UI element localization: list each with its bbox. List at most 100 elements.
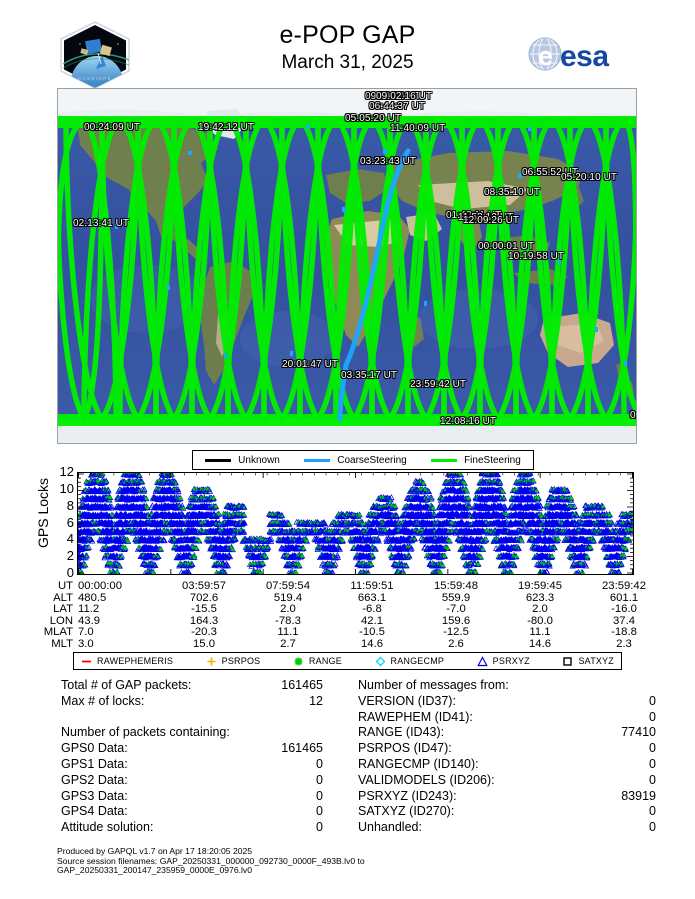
scatter-point-range [166, 530, 170, 535]
scatter-point-range [111, 570, 116, 574]
scatter-point-range [169, 473, 174, 477]
scatter-point-range [164, 522, 169, 527]
scatter-point-range [99, 473, 103, 478]
scatter-point-range [265, 545, 270, 550]
scatter-point-range [421, 481, 426, 486]
scatter-point-range [171, 539, 176, 544]
map-legend-label: FineSteering [464, 454, 521, 466]
scatter-point-range [139, 480, 144, 485]
scatter-point-psrxyz [136, 473, 143, 478]
scatter-point-range [221, 562, 226, 567]
scatter-point-range [84, 553, 88, 558]
scatter-point-psrxyz [226, 553, 234, 560]
scatter-point-range [259, 536, 264, 541]
ground-track-map: 00:24:09 UT 19:42:12 UT 09:59:00 UT 09:02:1… [57, 88, 637, 444]
scatter-point-range [108, 570, 112, 574]
scatter-point-psrxyz [78, 560, 83, 567]
scatter-point-range [177, 504, 181, 508]
map-legend-item: FineSteering [431, 455, 521, 466]
scatter-point-range [393, 504, 398, 509]
scatter-point-range [279, 513, 284, 518]
scatter-point-range [239, 520, 244, 525]
scatter-point-range [109, 571, 114, 574]
scatter-point-range [100, 473, 105, 476]
scatter-point-range [234, 528, 238, 533]
scatter-point-psrxyz [186, 569, 192, 574]
scatter-point-range [192, 555, 197, 560]
scatter-point-range [216, 522, 221, 527]
scatter-point-psrxyz [220, 568, 227, 574]
scatter-point-range [230, 547, 235, 552]
scatter-point-range [108, 561, 113, 566]
scatter-point-psrxyz [232, 535, 239, 542]
y-tick-label: 12 [59, 464, 74, 479]
scatter-point-psrxyz [161, 537, 168, 544]
scatter-point-range [284, 530, 288, 534]
scatter-point-range [159, 547, 163, 552]
scatter-point-range [96, 478, 101, 483]
scatter-point-range [162, 479, 167, 484]
scatter-point-range [116, 555, 121, 560]
scatter-point-range [150, 512, 155, 517]
gps-locks-y-axis: 12 10 8 6 4 2 0 [40, 465, 76, 580]
scatter-point-range [151, 570, 156, 574]
scatter-point-range [197, 539, 202, 543]
scatter-point-psrxyz [83, 552, 91, 559]
scatter-point-range [263, 554, 268, 559]
scatter-point-psrxyz [241, 503, 248, 510]
y-tick-label: 0 [66, 565, 74, 580]
scatter-point-range [127, 530, 131, 534]
scatter-point-range [96, 473, 100, 477]
scatter-point-psrxyz [85, 543, 93, 550]
scatter-point-psrxyz [155, 553, 162, 560]
scatter-point-range [287, 521, 291, 526]
scatter-point-range [170, 479, 175, 484]
y-tick-label: 2 [66, 548, 74, 564]
scatter-point-range [447, 539, 452, 543]
scatter-point-range [198, 520, 203, 525]
scatter-point-range [83, 563, 88, 567]
scatter-point-range [445, 546, 450, 551]
scatter-point-range [239, 528, 244, 533]
scatter-point-psrxyz [185, 568, 192, 574]
scatter-point-range [305, 539, 309, 544]
scatter-point-range [132, 529, 137, 534]
scatter-point-psrxyz [264, 543, 272, 550]
scatter-point-range [225, 555, 230, 560]
scatter-point-range [214, 570, 219, 574]
scatter-point-range [214, 504, 218, 509]
scatter-point-range [119, 545, 124, 550]
scatter-point-range [121, 538, 126, 542]
scatter-point-psrxyz [118, 552, 125, 559]
scatter-point-psrxyz [88, 537, 96, 544]
scatter-point-range [103, 489, 107, 493]
y-tick-label: 8 [66, 497, 74, 513]
scatter-point-range [136, 473, 141, 478]
page-header: CASSIOPE e-POP GAP March 31, 2025 [0, 0, 695, 90]
scatter-point-psrxyz [175, 488, 182, 495]
scatter-point-range [221, 570, 226, 574]
scatter-point-range [194, 546, 199, 551]
scatter-point-psrxyz [138, 478, 146, 485]
map-time-label: 04:10:25 UT [636, 412, 637, 423]
scatter-point-range [83, 488, 88, 493]
scatter-point-range [122, 480, 127, 485]
scatter-point-range [261, 561, 265, 566]
scatter-point-range [229, 545, 234, 550]
scatter-point-range [242, 512, 247, 517]
scatter-point-range [90, 520, 95, 525]
scatter-point-psrxyz [267, 535, 275, 542]
scatter-point-range [107, 498, 112, 502]
scatter-point-range [104, 545, 109, 549]
scatter-point-psrxyz [240, 528, 248, 535]
scatter-point-range [126, 539, 130, 544]
scatter-point-range [123, 546, 128, 551]
page-date: March 31, 2025 [281, 52, 414, 73]
scatter-point-range [127, 479, 132, 484]
scatter-point-range [190, 495, 195, 500]
page-title: e-POP GAP [279, 21, 416, 49]
scatter-point-range [144, 496, 149, 501]
scatter-point-range [173, 480, 178, 485]
scatter-point-psrxyz [241, 519, 248, 526]
scatter-point-range [117, 564, 122, 569]
